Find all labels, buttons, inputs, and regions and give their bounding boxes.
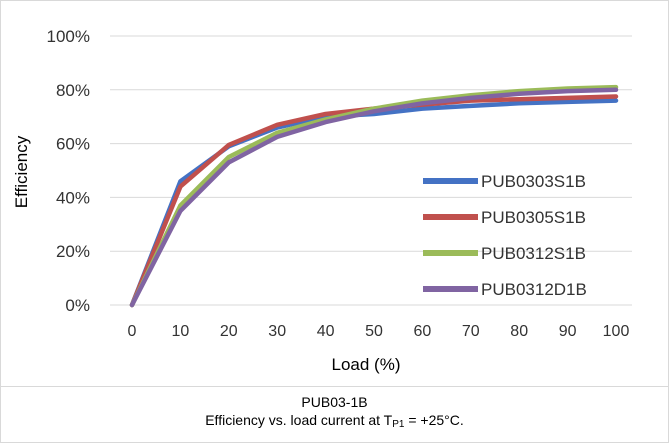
x-tick-label: 80: [510, 323, 528, 340]
x-tick-label: 20: [220, 323, 238, 340]
y-tick-label: 100%: [47, 27, 90, 46]
legend: PUB0303S1B PUB0305S1B PUB0312S1B PUB0312D1B: [423, 172, 587, 299]
x-tick-label: 10: [172, 323, 190, 340]
legend-entry: PUB0303S1B: [481, 172, 586, 191]
x-tick-label: 90: [559, 323, 577, 340]
x-tick-label: 70: [462, 323, 480, 340]
caption-model: PUB03-1B: [301, 394, 368, 410]
legend-entry: PUB0312S1B: [481, 244, 586, 263]
x-tick-label: 40: [317, 323, 335, 340]
y-tick-label: 40%: [56, 188, 90, 207]
x-tick-label: 0: [128, 323, 137, 340]
y-tick-label: 0%: [65, 296, 90, 315]
gridlines: [110, 35, 632, 306]
y-tick-label: 60%: [56, 135, 90, 154]
series-line-pub0312d1b: [129, 87, 619, 308]
caption-subscript: P1: [392, 419, 405, 430]
x-axis-label: Load (%): [332, 355, 401, 374]
caption-text-before: Efficiency vs. load current at T: [205, 412, 393, 428]
y-tick-label: 20%: [56, 242, 90, 261]
x-tick-label: 100: [603, 323, 630, 340]
x-tick-labels: 0 10 20 30 40 50 60 70 80 90 100: [128, 323, 630, 340]
x-tick-label: 60: [414, 323, 432, 340]
chart-area: 0% 20% 40% 60% 80% 100% 0 10 20 30 40 50 60 70 80 90 10…: [12, 27, 632, 374]
caption-text-after: = +25°C.: [404, 412, 464, 428]
figure-caption: PUB03-1B Efficiency vs. load current at …: [0, 386, 669, 443]
series-line-pub0305s1b: [129, 94, 619, 308]
legend-entry: PUB0305S1B: [481, 208, 586, 227]
y-axis-label: Efficiency: [12, 135, 31, 208]
y-tick-labels: 0% 20% 40% 60% 80% 100%: [47, 27, 90, 315]
y-tick-label: 80%: [56, 81, 90, 100]
caption-description: Efficiency vs. load current at TP1 = +25…: [0, 411, 669, 434]
series-line-pub0312s1b: [129, 84, 619, 308]
efficiency-chart: 0% 20% 40% 60% 80% 100% 0 10 20 30 40 50 60 70 80 90 10…: [12, 27, 632, 374]
series-lines: [129, 84, 619, 308]
x-tick-label: 30: [268, 323, 286, 340]
x-tick-label: 50: [365, 323, 383, 340]
series-line-pub0303s1b: [129, 98, 619, 308]
legend-entry: PUB0312D1B: [481, 280, 587, 299]
